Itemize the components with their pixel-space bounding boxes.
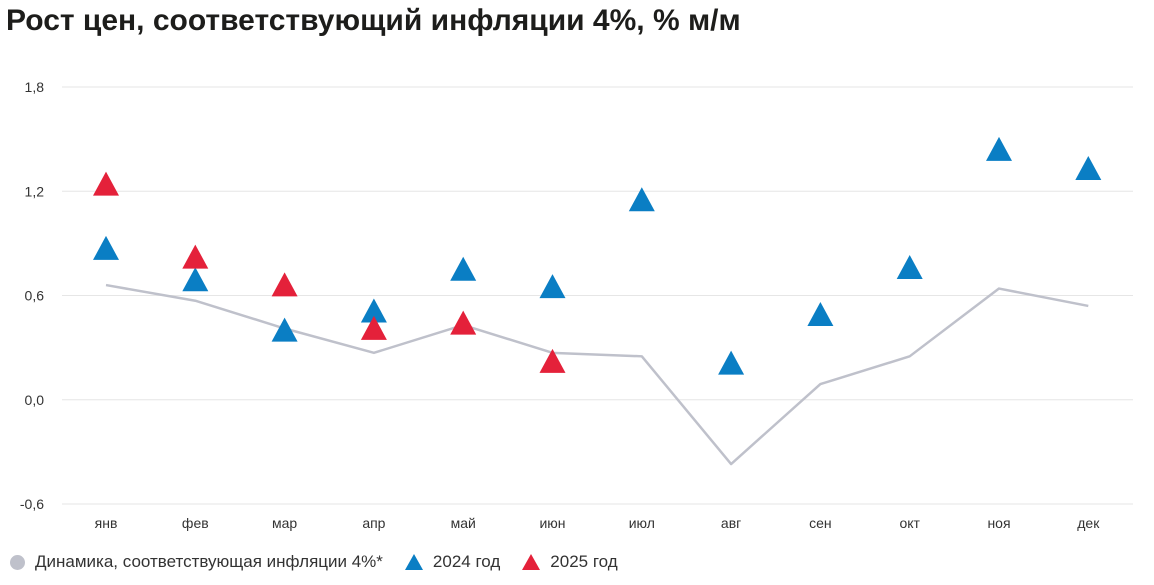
legend-dot-marker [10, 554, 25, 570]
series-line-trend [105, 283, 1089, 466]
point-2025 [271, 272, 298, 297]
point-2025 [182, 244, 209, 269]
x-tick-label: фев [182, 515, 209, 531]
point-2024 [628, 187, 655, 212]
chart-legend: Динамика, соответствующая инфляции 4%* 2… [10, 552, 640, 572]
y-tick-label: -0,6 [20, 496, 44, 512]
x-tick-label: май [451, 515, 476, 531]
point-2024 [807, 301, 834, 326]
y-tick-label: 0,6 [25, 288, 45, 304]
legend-label-trend: Динамика, соответствующая инфляции 4%* [35, 552, 383, 571]
x-tick-label: дек [1077, 515, 1100, 531]
y-tick-label: 1,8 [25, 79, 45, 95]
x-tick-label: янв [95, 515, 118, 531]
legend-item-2024: 2024 год [404, 552, 501, 572]
x-tick-label: авг [721, 515, 741, 531]
x-tick-label: сен [809, 515, 832, 531]
point-2024 [360, 298, 387, 323]
point-2025 [93, 171, 119, 196]
point-2024 [896, 255, 923, 280]
chart-plot-area: 1,8 1,2 0,6 0,0 -0,6 янв фев мар апр май июн июл авг… [20, 79, 1133, 531]
point-2024 [1075, 156, 1102, 180]
legend-item-trend: Динамика, соответствующая инфляции 4%* [10, 552, 383, 572]
legend-label-2024: 2024 год [432, 552, 501, 571]
x-tick-label: июл [629, 515, 655, 531]
legend-label-2025: 2025 год [550, 552, 618, 571]
point-2024 [718, 350, 745, 375]
legend-triangle-2025 [522, 554, 541, 570]
point-2024 [271, 317, 298, 342]
x-tick-label: мар [272, 515, 297, 531]
x-tick-label: окт [899, 515, 920, 531]
point-2025 [539, 348, 566, 373]
point-2025 [360, 315, 387, 340]
chart-title: Рост цен, соответствующий инфляции 4%, %… [6, 4, 741, 37]
legend-triangle-2024 [404, 554, 423, 570]
point-2024 [93, 235, 119, 260]
point-2025 [450, 310, 477, 335]
point-2024 [450, 256, 477, 281]
point-2024 [182, 267, 209, 292]
point-2024 [986, 136, 1012, 161]
y-tick-label: 0,0 [25, 392, 45, 408]
legend-item-2025: 2025 год [522, 552, 618, 572]
x-tick-label: июн [539, 515, 565, 531]
point-2024 [539, 274, 566, 299]
x-tick-label: апр [362, 515, 385, 531]
x-tick-label: ноя [987, 515, 1010, 531]
y-tick-label: 1,2 [25, 183, 45, 199]
